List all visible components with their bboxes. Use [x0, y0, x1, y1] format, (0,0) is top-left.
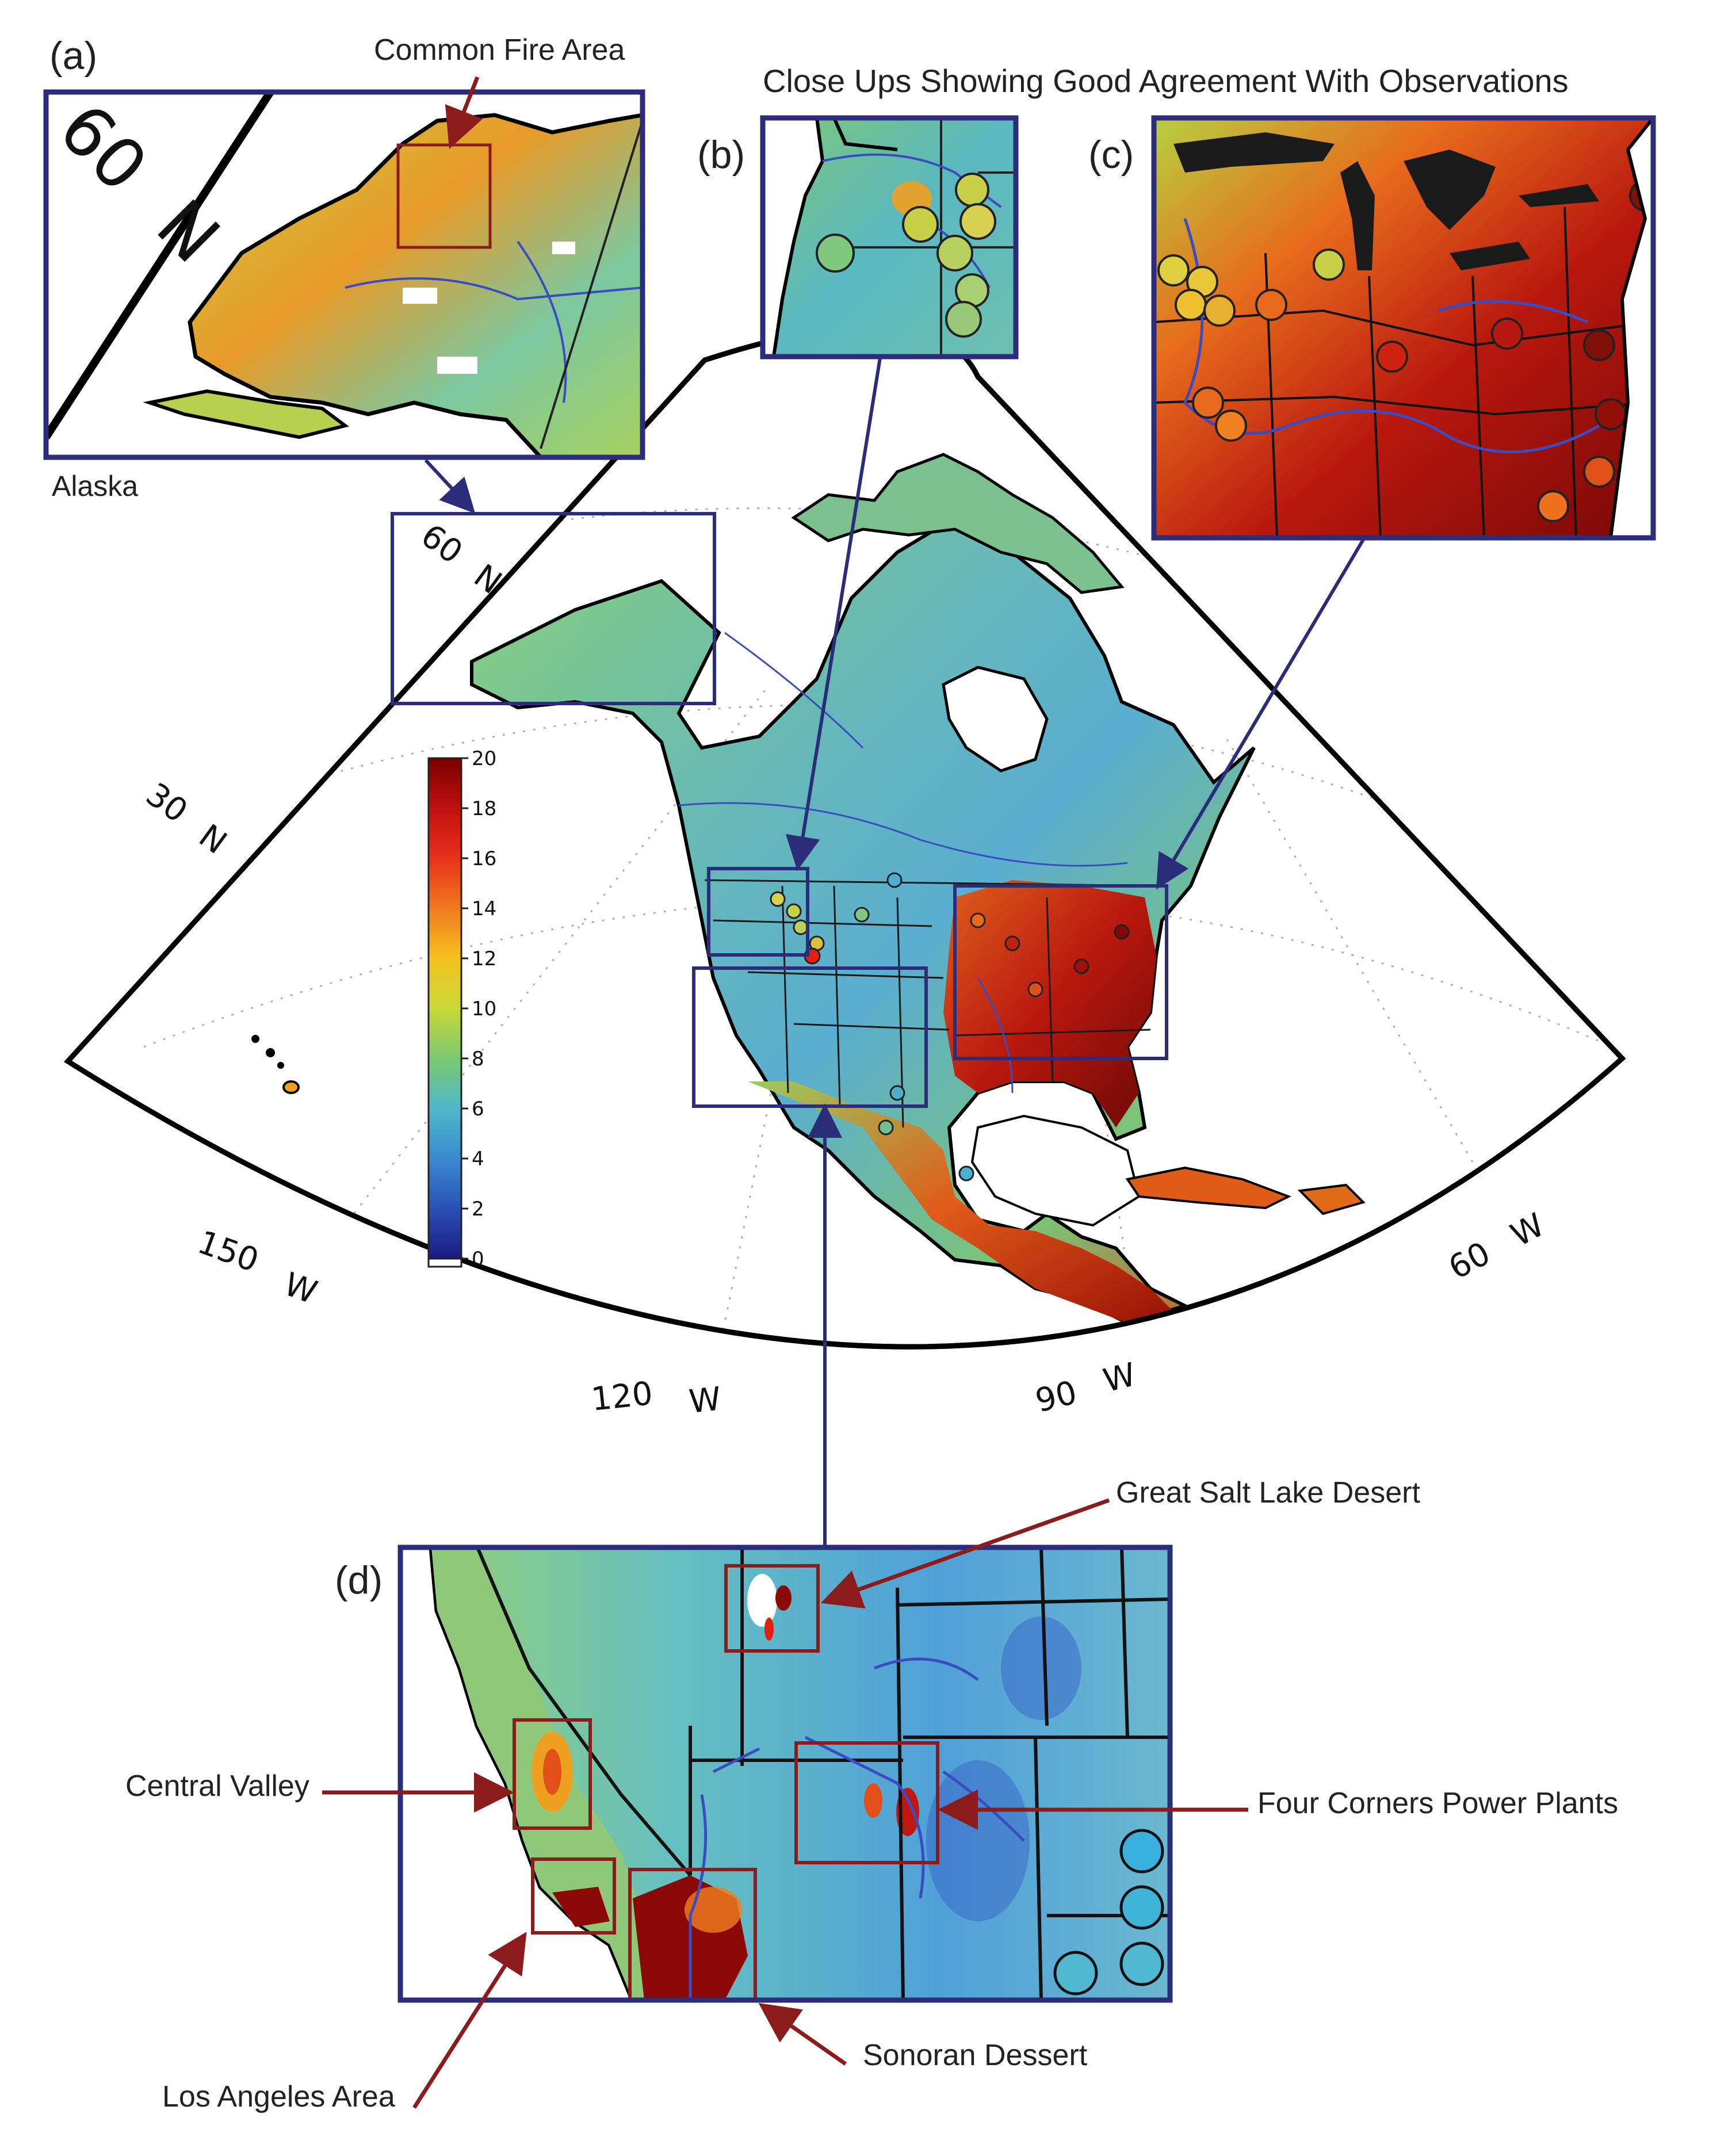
panel-c-label: (c): [1088, 133, 1134, 177]
great-salt-lake: [747, 1574, 777, 1627]
observation-sites: [770, 872, 1130, 1182]
mexico-region: [748, 1081, 1173, 1323]
panel-a: 60 N (a) Common Fire Area Alaska: [43, 33, 645, 502]
alaska-land: [188, 113, 643, 457]
arrow-common-fire: [445, 76, 483, 150]
panel-c-sites: [1157, 179, 1653, 522]
locator-box-b: [707, 867, 809, 957]
cuba-island: [1125, 1166, 1291, 1210]
panel-c-rivers: [1183, 218, 1600, 454]
lon90-label: 90: [1032, 1374, 1081, 1420]
panel-b-frame: [760, 115, 1019, 360]
panel-a-frame: [43, 89, 645, 460]
lon60-label: 60: [1443, 1235, 1496, 1287]
colorbar-tick-label: 10: [472, 997, 496, 1020]
arrow-los-angeles: [412, 1932, 527, 2109]
colorbar-tick-label: 6: [472, 1098, 484, 1121]
lon120-label: 120: [590, 1375, 655, 1419]
central-valley-box: [513, 1718, 592, 1830]
hawaii-islands: [251, 1035, 300, 1094]
panel-d: (d): [335, 1545, 1173, 2003]
great-salt-lake-box: [724, 1564, 820, 1653]
arrow-c: [1156, 538, 1365, 890]
colorbar-gradient: [427, 757, 462, 1260]
graticule: [143, 507, 1600, 1347]
red-arrows: [322, 76, 1248, 2109]
panel-b-label: (b): [697, 133, 745, 177]
lon150-w-label: W: [279, 1266, 322, 1312]
panel-d-frame: [397, 1545, 1173, 2003]
panel-a-label: (a): [49, 34, 97, 78]
panel-d-rivers: [689, 1657, 1025, 2000]
arrow-great-salt-lake: [820, 1498, 1110, 1609]
locator-box-alaska: [391, 512, 716, 705]
panel-c-borders: [1154, 207, 1653, 538]
four-corners-power-plants-label: Four Corners Power Plants: [1257, 1787, 1618, 1820]
colorbar-tick-label: 16: [472, 847, 496, 870]
arrow-b: [786, 357, 882, 871]
alaska-peninsula: [143, 389, 349, 439]
sonoran-box: [628, 1868, 757, 2000]
los-angeles-box: [531, 1857, 616, 1935]
panel-b: (b): [697, 115, 1019, 360]
close-ups-title: Close Ups Showing Good Agreement With Ob…: [763, 63, 1569, 99]
lon150-label: 150: [193, 1224, 263, 1280]
panel-c-coast: [1608, 118, 1653, 538]
locator-box-c: [953, 884, 1168, 1060]
panel-d-sites: [1053, 1829, 1164, 1996]
central-valley-label: Central Valley: [125, 1769, 309, 1803]
great-lakes: [1173, 132, 1599, 270]
alaska-rivers: [345, 240, 643, 403]
colorbar-tick-label: 18: [472, 797, 496, 820]
alaska-label: Alaska: [52, 470, 138, 502]
arrow-sonoran: [758, 2002, 847, 2066]
los-angeles-area-label: Los Angeles Area: [162, 2080, 395, 2113]
colorbar-tick-label: 0: [472, 1248, 484, 1271]
panel-b-sites: [816, 173, 996, 338]
hudson-bay: [942, 666, 1049, 773]
colorbar-tick-label: 2: [472, 1198, 484, 1221]
panel-d-borders: [476, 1547, 1170, 2000]
lat30-n-label: N: [192, 817, 234, 862]
colorbar-zero-cell: [427, 1257, 462, 1268]
lon120-w-label: W: [687, 1380, 723, 1420]
great-salt-lake-desert-label: Great Salt Lake Desert: [1116, 1476, 1420, 1509]
common-fire-area-box: [396, 143, 492, 249]
colorbar-tick-label: 14: [472, 897, 496, 920]
blue-arrows: [424, 357, 1365, 1546]
hispaniola-island: [1297, 1183, 1366, 1215]
panel-b-coastline: [763, 118, 825, 357]
common-fire-area-label: Common Fire Area: [374, 33, 625, 67]
lon90-w-label: W: [1100, 1356, 1140, 1400]
colorbar-tick-label: 4: [472, 1148, 484, 1171]
los-angeles-hotspot: [552, 1887, 610, 1927]
panel-c-frame: [1151, 115, 1656, 541]
panel-c: (c): [1088, 115, 1656, 541]
sonoran-dessert-label: Sonoran Dessert: [863, 2039, 1088, 2072]
colorbar-tick-label: 12: [472, 947, 496, 970]
rivers: [678, 632, 1128, 1094]
panel-d-label: (d): [335, 1558, 383, 1602]
arctic-islands: [791, 453, 1125, 594]
arrow-alaska: [424, 458, 476, 514]
lat60-line: [46, 92, 274, 439]
gulf-of-mexico: [970, 1114, 1141, 1227]
colorbar-tick-label: 8: [472, 1048, 484, 1071]
alaska-white-patches: [403, 242, 575, 374]
colorbar-tick-label: 20: [472, 747, 496, 770]
lon60-w-label: W: [1505, 1206, 1550, 1254]
lat60-label: 60: [414, 517, 469, 571]
lat30-label: 30: [139, 776, 194, 830]
